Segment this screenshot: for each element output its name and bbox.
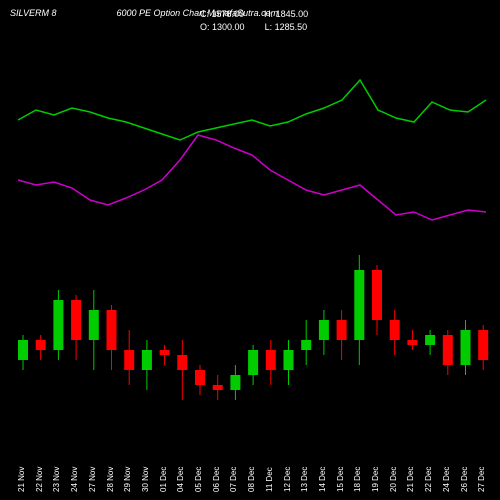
x-tick-label: 24 Dec [442,467,451,492]
x-tick-label: 21 Nov [17,467,26,492]
close-value: 1578.00 [212,9,245,19]
x-tick-label: 05 Dec [194,467,203,492]
x-tick-label: 06 Dec [212,467,221,492]
x-tick-label: 22 Dec [424,467,433,492]
chart-area [10,40,490,450]
x-tick-label: 12 Dec [283,467,292,492]
x-tick-label: 29 Nov [123,467,132,492]
x-tick-label: 15 Dec [336,467,345,492]
open-label: O: [200,22,210,32]
x-tick-label: 28 Nov [106,467,115,492]
x-tick-label: 27 Dec [477,467,486,492]
x-tick-label: 22 Nov [35,467,44,492]
x-tick-label: 07 Dec [229,467,238,492]
open-value: 1300.00 [212,22,245,32]
x-tick-label: 23 Nov [52,467,61,492]
chart-symbol: SILVERM 8 [10,8,57,18]
x-tick-label: 30 Nov [141,467,150,492]
low-label: L: [265,22,273,32]
x-tick-label: 08 Dec [247,467,256,492]
x-tick-label: 11 Dec [265,467,274,492]
x-axis-labels: 21 Nov 22 Nov 23 Nov 24 Nov 27 Nov 28 Nov 29 N… [10,450,490,500]
x-tick-label: 27 Nov [88,467,97,492]
x-tick-label: 18 Dec [353,467,362,492]
x-tick-label: 20 Dec [389,467,398,492]
ohlc-block: C: 1578.00 H: 1845.00 O: 1300.00 L: 1285… [200,8,308,33]
x-tick-label: 21 Dec [406,467,415,492]
low-value: 1285.50 [275,22,308,32]
high-label: H: [264,9,273,19]
high-value: 1845.00 [276,9,309,19]
x-tick-label: 04 Dec [176,467,185,492]
x-tick-label: 13 Dec [300,467,309,492]
x-tick-label: 01 Dec [159,467,168,492]
x-tick-label: 24 Nov [70,467,79,492]
candlestick-chart [10,40,490,450]
x-tick-label: 19 Dec [371,467,380,492]
close-label: C: [200,9,209,19]
x-tick-label: 26 Dec [460,467,469,492]
x-tick-label: 14 Dec [318,467,327,492]
